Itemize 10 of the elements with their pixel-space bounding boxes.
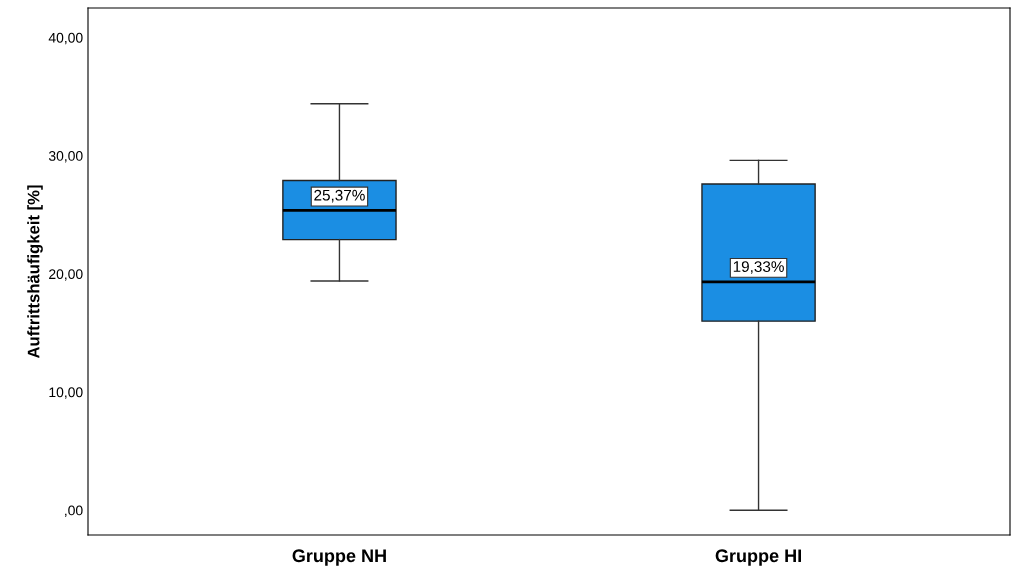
y-tick-label: 30,00 (48, 151, 83, 163)
y-tick-label: 40,00 (48, 32, 83, 45)
y-tick-label: 20,00 (49, 269, 83, 281)
annotation: 19,33% (733, 261, 784, 274)
x-tick-label: Gruppe HI (715, 549, 801, 566)
y-tick-label: ,00 (65, 505, 83, 517)
annotation: 25,37% (314, 189, 365, 203)
y-tick-label: 10,00 (49, 387, 83, 399)
x-tick-label: Gruppe NH (292, 549, 386, 566)
y-axis-title: Auftrittshäufigkeit [%] (27, 185, 43, 359)
